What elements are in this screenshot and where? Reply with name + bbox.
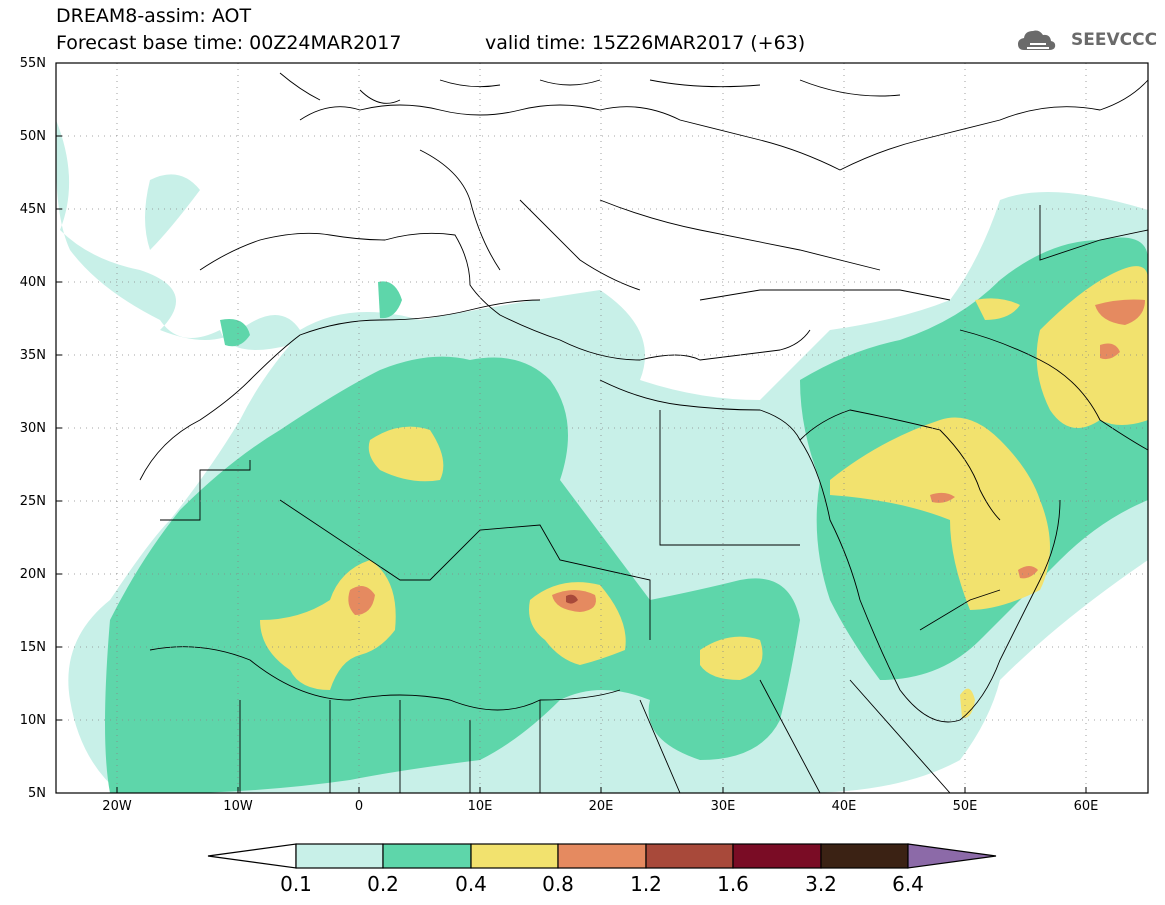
- lon-label: 0: [354, 799, 364, 814]
- lon-label: 20W: [102, 799, 132, 814]
- lat-label: 10N: [19, 713, 46, 728]
- colorbar-label: 0.8: [542, 872, 574, 896]
- lon-label: 40E: [831, 799, 857, 814]
- lon-label: 30E: [710, 799, 736, 814]
- lat-label: 50N: [19, 129, 46, 144]
- lat-label: 35N: [19, 348, 46, 363]
- colorbar-label: 0.1: [280, 872, 312, 896]
- lat-label: 25N: [19, 494, 46, 509]
- lat-label: 40N: [19, 275, 46, 290]
- colorbar-label: 3.2: [805, 872, 837, 896]
- cloud-icon: [1018, 30, 1056, 50]
- colorbar-label: 1.6: [717, 872, 749, 896]
- aot-band-1-2: [566, 594, 578, 604]
- colorbar-label: 0.4: [455, 872, 487, 896]
- lon-label: 60E: [1073, 799, 1099, 814]
- colorbar-label: 6.4: [892, 872, 924, 896]
- valid-time: valid time: 15Z26MAR2017 (+63): [485, 32, 806, 54]
- lat-label: 55N: [19, 56, 46, 71]
- lat-label: 15N: [19, 640, 46, 655]
- lat-label: 20N: [19, 567, 46, 582]
- seevccc-logo: SEEVCCC: [1071, 30, 1158, 50]
- axis-ticks: [56, 62, 1087, 793]
- aot-fields: [56, 72, 1148, 793]
- forecast-base-time: Forecast base time: 00Z24MAR2017: [56, 32, 402, 54]
- colorbar-label: 0.2: [367, 872, 399, 896]
- lat-label: 45N: [19, 202, 46, 217]
- map-title: DREAM8-assim: AOT: [56, 5, 252, 27]
- colorbar-label: 1.2: [630, 872, 662, 896]
- lon-label: 10E: [467, 799, 493, 814]
- lon-label: 20E: [588, 799, 614, 814]
- lat-label: 5N: [28, 786, 46, 801]
- lat-label: 30N: [19, 421, 46, 436]
- grid-lines: [56, 63, 1148, 793]
- lon-label: 10W: [223, 799, 253, 814]
- country-borders: [139, 72, 1148, 793]
- lon-label: 50E: [952, 799, 978, 814]
